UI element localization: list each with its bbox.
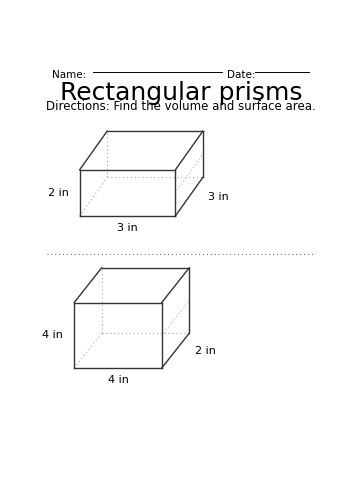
Text: 2 in: 2 in	[48, 188, 69, 198]
Text: Directions: Find the volume and surface area.: Directions: Find the volume and surface …	[46, 100, 316, 114]
Text: Date:: Date:	[227, 70, 256, 80]
Text: 4 in: 4 in	[42, 330, 63, 340]
Text: 3 in: 3 in	[117, 223, 138, 233]
Text: Rectangular prisms: Rectangular prisms	[60, 81, 302, 105]
Text: 2 in: 2 in	[195, 346, 215, 356]
Text: 3 in: 3 in	[208, 192, 229, 202]
Text: 4 in: 4 in	[108, 375, 128, 385]
Text: Name:: Name:	[52, 70, 86, 80]
